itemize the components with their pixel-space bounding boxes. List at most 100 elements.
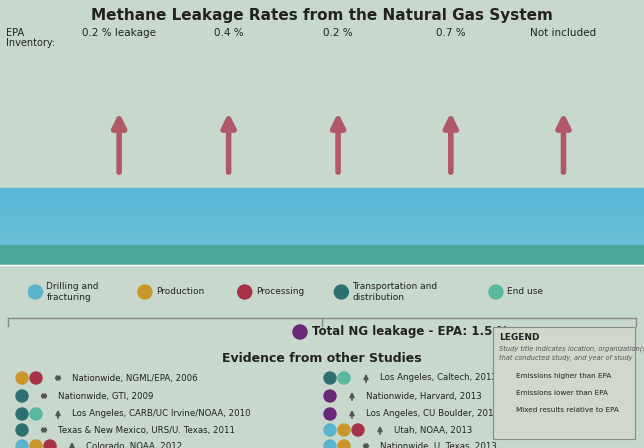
Text: 0.4 %: 0.4 %: [214, 28, 243, 38]
Bar: [0, 340, 644, 344]
Text: 0.2 %: 0.2 %: [323, 28, 353, 38]
Bar: [0, 210, 644, 214]
Circle shape: [238, 285, 252, 299]
Circle shape: [324, 372, 336, 384]
Circle shape: [324, 390, 336, 402]
Bar: [0, 314, 644, 318]
Text: Los Angeles, CARB/UC Irvine/NOAA, 2010: Los Angeles, CARB/UC Irvine/NOAA, 2010: [72, 409, 251, 418]
Bar: [0, 357, 644, 362]
Text: Drilling and
fracturing: Drilling and fracturing: [46, 282, 99, 302]
Bar: [0, 366, 644, 370]
Bar: [0, 253, 644, 257]
Bar: [0, 318, 644, 322]
Bar: [0, 401, 644, 405]
Circle shape: [30, 408, 42, 420]
Bar: [0, 444, 644, 448]
Bar: [0, 249, 644, 253]
Bar: [0, 322, 644, 327]
Text: Texas & New Mexico, URS/U. Texas, 2011: Texas & New Mexico, URS/U. Texas, 2011: [58, 426, 235, 435]
Bar: [0, 388, 644, 392]
Bar: [0, 327, 644, 331]
Bar: [0, 383, 644, 388]
Circle shape: [30, 372, 42, 384]
Bar: [0, 214, 644, 218]
FancyBboxPatch shape: [493, 327, 635, 439]
Bar: [0, 262, 644, 266]
Bar: [0, 188, 644, 192]
Bar: [0, 240, 644, 244]
Bar: [0, 396, 644, 401]
Circle shape: [293, 325, 307, 339]
Text: Colorado, NOAA, 2012: Colorado, NOAA, 2012: [86, 441, 182, 448]
Circle shape: [324, 424, 336, 436]
Text: Nationwide, NGML/EPA, 2006: Nationwide, NGML/EPA, 2006: [72, 374, 198, 383]
Bar: [0, 336, 644, 340]
Bar: [0, 362, 644, 366]
Text: Transportation and
distribution: Transportation and distribution: [352, 282, 437, 302]
Circle shape: [16, 390, 28, 402]
Bar: [0, 439, 644, 444]
Circle shape: [16, 372, 28, 384]
Bar: [0, 431, 644, 435]
Text: Nationwide, U. Texas, 2013: Nationwide, U. Texas, 2013: [380, 441, 497, 448]
Circle shape: [324, 408, 336, 420]
Circle shape: [16, 440, 28, 448]
Bar: [0, 288, 644, 292]
Circle shape: [28, 285, 43, 299]
Text: Emissions higher than EPA: Emissions higher than EPA: [516, 373, 611, 379]
Circle shape: [338, 372, 350, 384]
Bar: [0, 257, 644, 262]
Circle shape: [30, 440, 42, 448]
Text: 0.7 %: 0.7 %: [436, 28, 466, 38]
Bar: [0, 414, 644, 418]
Bar: [0, 279, 644, 283]
Bar: [0, 301, 644, 305]
Circle shape: [16, 408, 28, 420]
Circle shape: [334, 285, 348, 299]
Circle shape: [138, 285, 152, 299]
Bar: [0, 349, 644, 353]
Circle shape: [338, 424, 350, 436]
Bar: [0, 236, 644, 240]
Bar: [0, 266, 644, 270]
Bar: [0, 426, 644, 431]
Bar: [0, 331, 644, 336]
Text: Not included: Not included: [531, 28, 596, 38]
Text: Inventory:: Inventory:: [6, 38, 55, 48]
Bar: [0, 375, 644, 379]
Text: Mixed results relative to EPA: Mixed results relative to EPA: [516, 407, 619, 413]
Bar: [0, 227, 644, 231]
Circle shape: [324, 440, 336, 448]
Text: Methane Leakage Rates from the Natural Gas System: Methane Leakage Rates from the Natural G…: [91, 8, 553, 23]
Bar: [0, 283, 644, 288]
Bar: [0, 422, 644, 426]
Bar: [0, 344, 644, 349]
Bar: [0, 370, 644, 375]
Bar: [0, 201, 644, 205]
Text: Evidence from other Studies: Evidence from other Studies: [222, 352, 422, 365]
Bar: [0, 305, 644, 309]
Bar: [0, 392, 644, 396]
Text: Emissions lower than EPA: Emissions lower than EPA: [516, 390, 608, 396]
Bar: [0, 265, 644, 448]
Text: Los Angeles, Caltech, 2012: Los Angeles, Caltech, 2012: [380, 374, 497, 383]
Circle shape: [352, 424, 364, 436]
Text: Nationwide, GTI, 2009: Nationwide, GTI, 2009: [58, 392, 153, 401]
Bar: [0, 292, 644, 296]
Text: Utah, NOAA, 2013: Utah, NOAA, 2013: [394, 426, 473, 435]
Circle shape: [16, 424, 28, 436]
Text: Total NG leakage - EPA: 1.5 %: Total NG leakage - EPA: 1.5 %: [312, 326, 508, 339]
Text: Processing: Processing: [256, 288, 304, 297]
Bar: [0, 405, 644, 409]
Circle shape: [338, 440, 350, 448]
Text: LEGEND: LEGEND: [499, 333, 540, 342]
Text: EPA: EPA: [6, 28, 24, 38]
Bar: [0, 379, 644, 383]
Text: that conducted study, and year of study: that conducted study, and year of study: [499, 355, 632, 361]
Circle shape: [44, 440, 56, 448]
Bar: [0, 197, 644, 201]
Bar: [0, 244, 644, 249]
Bar: [0, 296, 644, 301]
Bar: [0, 192, 644, 197]
Text: Nationwide, Harvard, 2013: Nationwide, Harvard, 2013: [366, 392, 482, 401]
